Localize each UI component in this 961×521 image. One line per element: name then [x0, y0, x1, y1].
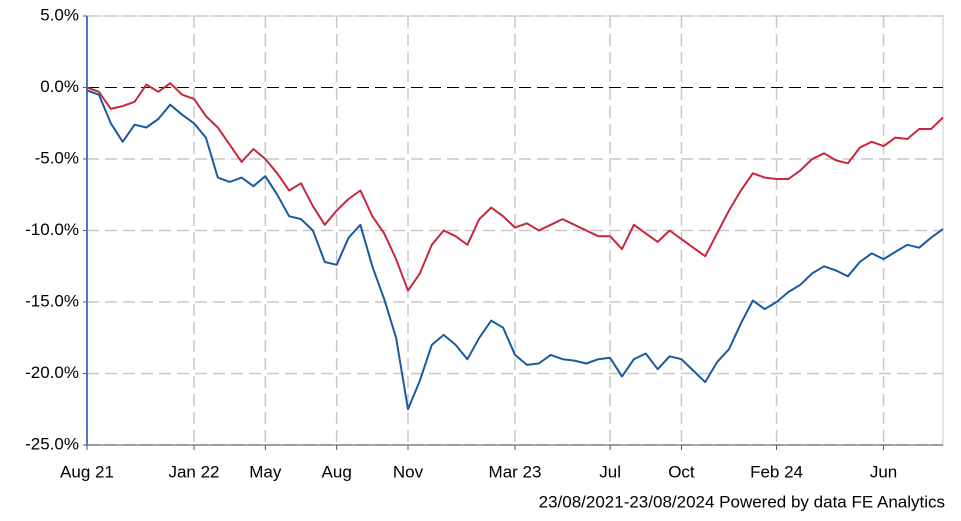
y-tick-label: -10.0%	[25, 220, 79, 239]
y-tick-label: -20.0%	[25, 363, 79, 382]
y-tick-label: 5.0%	[40, 5, 79, 24]
series-line	[86, 89, 944, 411]
y-tick-label: 0.0%	[40, 77, 79, 96]
x-tick-label: Aug 21	[60, 462, 114, 481]
x-tick-label: Jan 22	[168, 462, 219, 481]
footer: 23/08/2021-23/08/2024 Powered by data FE…	[539, 492, 945, 511]
x-tick-label: Aug	[322, 462, 352, 481]
y-tick-label: -5.0%	[35, 148, 79, 167]
y-tick-label: -15.0%	[25, 291, 79, 310]
x-tick-label: Oct	[668, 462, 695, 481]
y-tick-label: -25.0%	[25, 434, 79, 453]
x-tick-label: Feb 24	[750, 462, 803, 481]
x-tick-label: Mar 23	[489, 462, 542, 481]
x-tick-label: Jul	[599, 462, 621, 481]
series-line	[86, 82, 944, 292]
x-tick-label: May	[249, 462, 282, 481]
x-tick-label: Nov	[393, 462, 424, 481]
x-tick-label: Jun	[870, 462, 897, 481]
